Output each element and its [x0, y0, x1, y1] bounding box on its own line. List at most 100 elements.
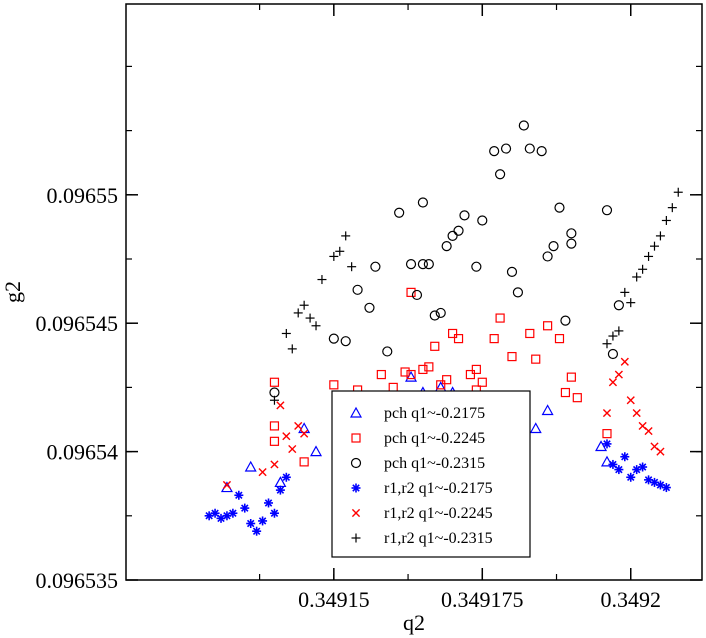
data-point	[300, 429, 309, 438]
data-point	[281, 472, 291, 482]
legend-marker	[351, 533, 361, 543]
legend: pch q1~-0.2175 pch q1~-0.2245 pch q1~-0.23…	[331, 390, 531, 558]
data-point	[602, 429, 612, 439]
data-point	[335, 246, 345, 256]
data-point	[264, 498, 274, 508]
x-tick-label: 0.34915	[298, 587, 370, 612]
data-point	[424, 362, 434, 372]
data-point	[436, 380, 446, 390]
data-point	[352, 284, 363, 295]
data-point	[566, 228, 577, 239]
data-point	[560, 387, 571, 398]
data-point	[536, 146, 547, 157]
data-point	[281, 328, 291, 338]
data-point	[638, 462, 648, 472]
x-tick-label: 0.349175	[441, 587, 524, 612]
data-point	[441, 241, 452, 252]
data-point	[477, 377, 487, 387]
data-point	[600, 455, 614, 467]
data-point	[667, 203, 677, 213]
data-point	[411, 289, 423, 301]
data-point	[435, 307, 446, 319]
data-point	[613, 300, 624, 311]
data-point	[429, 310, 440, 321]
legend-label: pch q1~-0.2245	[384, 430, 485, 447]
series-4	[204, 439, 671, 536]
data-point	[602, 339, 612, 349]
data-point	[661, 483, 671, 493]
data-point	[477, 215, 488, 226]
legend-marker	[351, 433, 361, 443]
data-point	[310, 445, 323, 457]
data-point	[423, 259, 434, 270]
data-point	[601, 205, 613, 216]
legend-label: r1,r2 q1~-0.2315	[384, 530, 493, 547]
data-point	[405, 370, 418, 382]
data-point	[328, 333, 339, 344]
data-point	[529, 422, 542, 434]
data-point	[317, 275, 327, 285]
data-point	[614, 465, 624, 475]
data-point	[614, 326, 624, 336]
data-point	[222, 480, 232, 490]
data-point	[252, 526, 262, 536]
data-point	[489, 334, 499, 344]
data-point	[465, 369, 476, 380]
data-point	[417, 197, 429, 208]
data-point	[608, 331, 618, 341]
data-point	[602, 408, 612, 418]
axis-tick-labels: 0.34915 0.349175 0.3492 0.096535 0.09654 0.09…	[36, 183, 661, 612]
data-point	[608, 378, 618, 387]
legend-marker	[350, 457, 362, 469]
data-point	[626, 298, 636, 308]
data-point	[614, 370, 623, 379]
data-point	[489, 146, 500, 157]
data-point	[269, 387, 280, 398]
data-point	[406, 369, 416, 380]
data-point	[655, 231, 665, 241]
data-point	[512, 287, 524, 298]
data-point	[542, 251, 553, 262]
data-point	[246, 519, 256, 529]
data-point	[430, 341, 440, 351]
data-point	[270, 460, 279, 469]
data-point	[644, 251, 654, 261]
y-axis-title: g2	[0, 281, 25, 303]
data-point	[500, 143, 512, 154]
data-point	[566, 372, 576, 382]
data-point	[305, 313, 315, 323]
data-point	[471, 364, 481, 375]
data-point	[376, 369, 386, 380]
data-point	[294, 421, 303, 431]
data-point	[406, 287, 416, 297]
data-point	[370, 261, 381, 272]
x-tick-label: 0.3492	[600, 587, 661, 612]
data-point	[566, 238, 577, 249]
data-point	[299, 457, 309, 467]
data-point	[258, 468, 267, 477]
data-point	[548, 241, 559, 252]
data-point	[282, 432, 291, 441]
data-point	[347, 262, 357, 272]
data-point	[240, 503, 250, 513]
data-point	[506, 266, 518, 277]
data-point	[442, 375, 452, 385]
data-point	[495, 169, 506, 180]
data-point	[554, 202, 565, 213]
data-point	[543, 321, 553, 331]
data-point	[632, 272, 642, 282]
y-tick-label: 0.09655	[47, 183, 119, 208]
data-point	[608, 459, 618, 469]
data-point	[329, 380, 339, 390]
data-point	[269, 508, 279, 518]
data-point	[531, 354, 541, 364]
data-point	[400, 367, 410, 377]
data-point	[638, 264, 648, 274]
data-point	[258, 516, 268, 526]
data-point	[554, 334, 565, 344]
data-point	[595, 440, 608, 452]
data-point	[632, 408, 641, 418]
data-point	[288, 444, 297, 454]
data-point	[656, 447, 665, 456]
data-point	[405, 259, 417, 270]
